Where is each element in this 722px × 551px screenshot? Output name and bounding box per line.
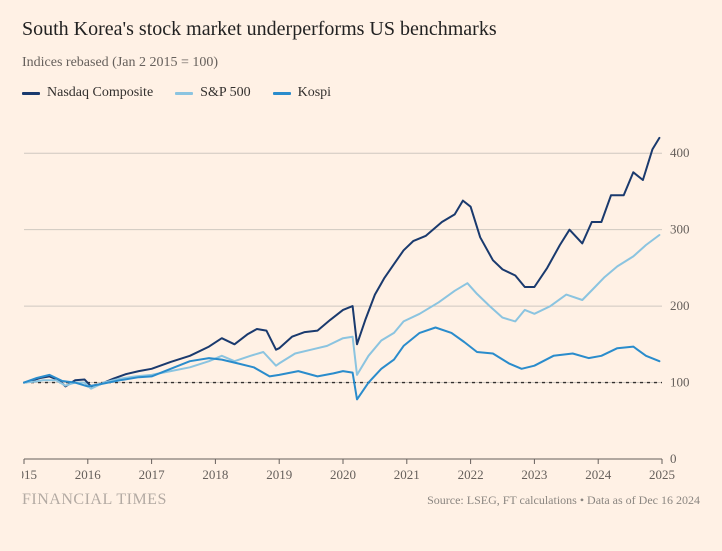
svg-text:2017: 2017	[139, 467, 166, 482]
svg-text:2020: 2020	[330, 467, 356, 482]
svg-text:2018: 2018	[202, 467, 228, 482]
legend-label: Kospi	[298, 85, 331, 101]
legend-label: Nasdaq Composite	[47, 85, 153, 101]
svg-text:2019: 2019	[266, 467, 292, 482]
chart-legend: Nasdaq Composite S&P 500 Kospi	[22, 85, 700, 101]
legend-swatch	[175, 92, 193, 95]
svg-text:2025: 2025	[649, 467, 675, 482]
svg-text:2021: 2021	[394, 467, 420, 482]
source-text: Source: LSEG, FT calculations • Data as …	[427, 493, 700, 508]
svg-text:300: 300	[670, 222, 690, 237]
legend-item: Kospi	[273, 85, 331, 101]
series-line	[24, 138, 659, 387]
chart-title: South Korea's stock market underperforms…	[22, 18, 700, 41]
svg-text:0: 0	[670, 451, 677, 466]
plot-area: 0 100 200 300 400 2015 2016 2017 2018 2019 2020 202…	[22, 105, 700, 485]
svg-text:200: 200	[670, 298, 690, 313]
chart-subtitle: Indices rebased (Jan 2 2015 = 100)	[22, 55, 700, 71]
svg-text:2023: 2023	[521, 467, 547, 482]
brand-text: FINANCIAL TIMES	[22, 491, 167, 509]
chart-footer: FINANCIAL TIMES Source: LSEG, FT calcula…	[22, 491, 700, 509]
legend-swatch	[22, 92, 40, 95]
legend-item: Nasdaq Composite	[22, 85, 153, 101]
line-chart: 0 100 200 300 400 2015 2016 2017 2018 2019 2020 202…	[22, 105, 700, 485]
legend-item: S&P 500	[175, 85, 250, 101]
svg-text:2016: 2016	[75, 467, 102, 482]
svg-text:2024: 2024	[585, 467, 612, 482]
svg-text:2015: 2015	[22, 467, 37, 482]
legend-label: S&P 500	[200, 85, 250, 101]
chart-container: South Korea's stock market underperforms…	[0, 0, 722, 551]
legend-swatch	[273, 92, 291, 95]
svg-text:400: 400	[670, 145, 690, 160]
svg-text:2022: 2022	[458, 467, 484, 482]
svg-text:100: 100	[670, 375, 690, 390]
